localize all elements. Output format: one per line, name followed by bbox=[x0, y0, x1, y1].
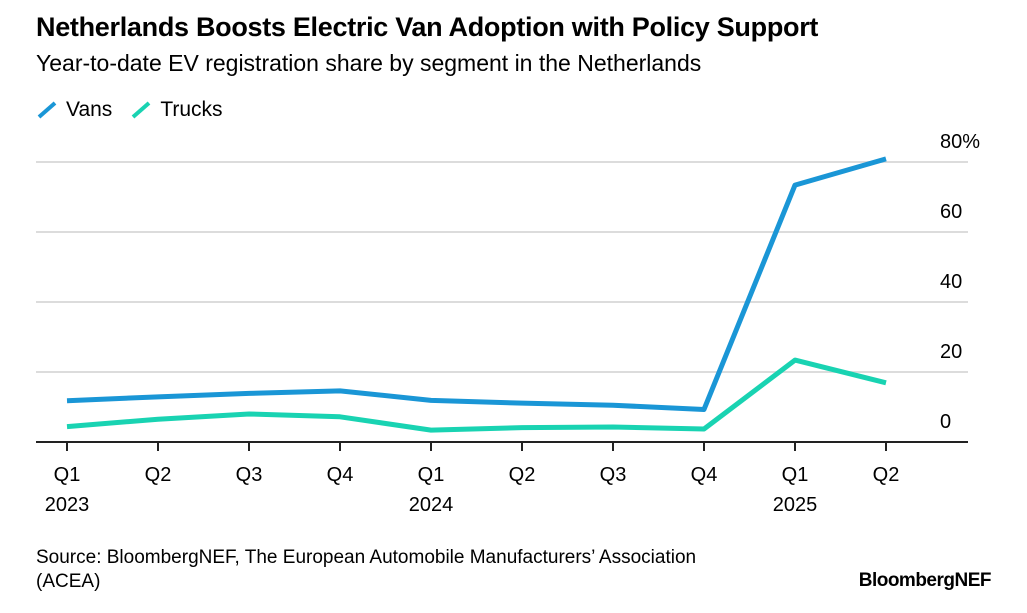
chart-subtitle: Year-to-date EV registration share by se… bbox=[36, 50, 702, 76]
y-tick-label: 60 bbox=[940, 201, 962, 223]
x-tick-label: Q2 bbox=[145, 464, 172, 486]
bloombergnef-logo: BloombergNEF bbox=[858, 570, 992, 591]
x-tick-label: Q3 bbox=[600, 464, 627, 486]
x-tick-label: Q4 bbox=[691, 464, 718, 486]
series-line-vans bbox=[66, 156, 887, 412]
legend-swatch-vans bbox=[37, 101, 57, 119]
y-tick-label: 40 bbox=[940, 271, 962, 293]
series-line-trucks bbox=[66, 357, 887, 433]
x-tick-label: Q1 bbox=[54, 464, 81, 486]
x-tick-label: Q2 bbox=[509, 464, 536, 486]
x-tick-label: Q3 bbox=[236, 464, 263, 486]
y-tick-label: 80% bbox=[940, 131, 980, 153]
x-tick-label: Q1 bbox=[782, 464, 809, 486]
x-tick-year-label: 2025 bbox=[773, 494, 818, 516]
chart-title: Netherlands Boosts Electric Van Adoption… bbox=[36, 12, 819, 42]
y-tick-label: 20 bbox=[940, 341, 962, 363]
x-tick-year-label: 2023 bbox=[45, 494, 90, 516]
x-tick-year-label: 2024 bbox=[409, 494, 454, 516]
x-tick-label: Q2 bbox=[873, 464, 900, 486]
legend-swatch-trucks bbox=[131, 101, 151, 119]
legend: Vans Trucks bbox=[36, 98, 223, 122]
legend-item-vans: Vans bbox=[36, 98, 112, 122]
x-tick-label: Q4 bbox=[327, 464, 354, 486]
source-note: Source: BloombergNEF, The European Autom… bbox=[36, 547, 697, 592]
y-tick-label: 0 bbox=[940, 411, 951, 433]
legend-label-trucks: Trucks bbox=[160, 98, 223, 121]
x-tick-label: Q1 bbox=[418, 464, 445, 486]
legend-item-trucks: Trucks bbox=[130, 98, 223, 122]
legend-label-vans: Vans bbox=[66, 98, 113, 121]
